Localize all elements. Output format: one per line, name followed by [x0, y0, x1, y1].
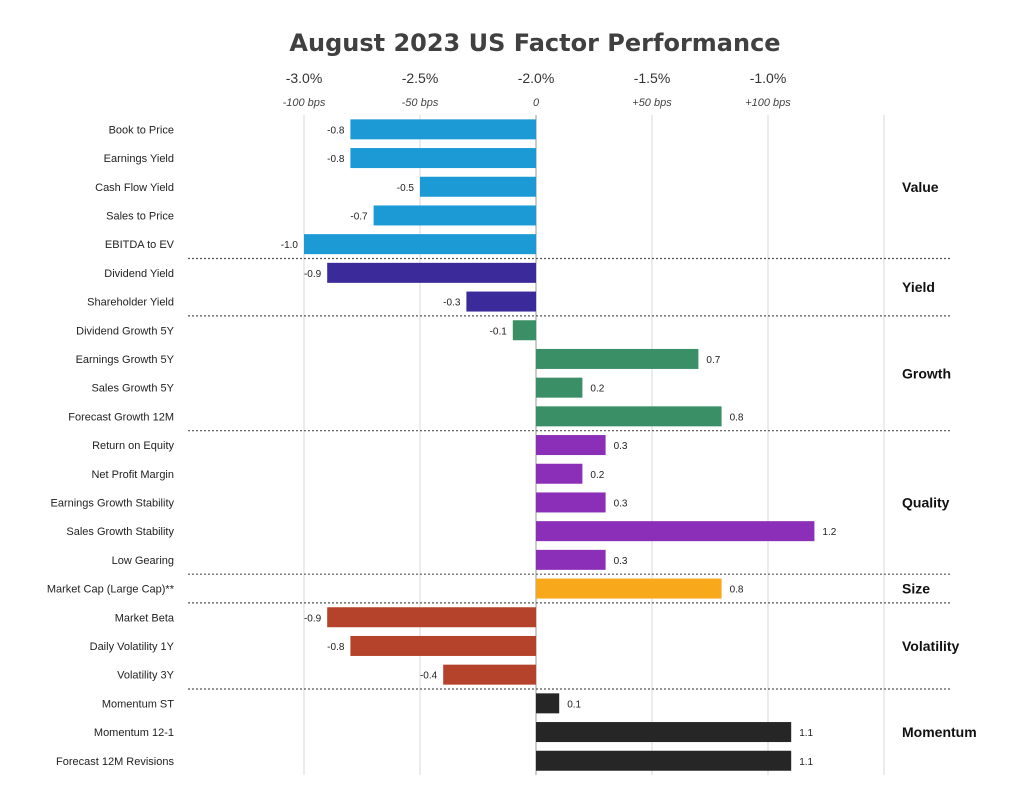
- bar-value-label: -0.3: [443, 298, 461, 309]
- bar: [327, 607, 536, 628]
- factor-label: Earnings Growth Stability: [51, 497, 175, 509]
- factor-label: Earnings Growth 5Y: [76, 354, 175, 366]
- group-label: Growth: [902, 365, 951, 381]
- bar-value-label: 0.3: [614, 498, 628, 509]
- bar: [350, 635, 536, 656]
- axis-tick-sublabel: +100 bps: [745, 97, 791, 109]
- bar-value-label: -0.9: [304, 613, 322, 624]
- factor-label: Return on Equity: [92, 440, 174, 452]
- bar: [512, 320, 536, 341]
- bar: [536, 348, 699, 369]
- bar-value-label: 0.1: [567, 699, 581, 710]
- axis-tick-label: -3.0%: [286, 70, 323, 86]
- bar-value-label: 0.7: [706, 355, 720, 366]
- chart-title: August 2023 US Factor Performance: [289, 29, 780, 57]
- bar-value-label: 0.3: [614, 556, 628, 567]
- bar: [536, 549, 606, 570]
- factor-label: Cash Flow Yield: [95, 182, 174, 194]
- group-label: Momentum: [902, 724, 977, 740]
- bar-value-label: -1.0: [281, 240, 299, 251]
- axis-tick-label: -2.5%: [402, 70, 439, 86]
- axis-tick-sublabel: +50 bps: [632, 97, 672, 109]
- bar: [466, 291, 536, 312]
- factor-label: Dividend Yield: [104, 268, 174, 280]
- bar: [373, 205, 536, 226]
- factor-label: Momentum ST: [102, 698, 174, 710]
- axis-tick-sublabel: 0: [533, 97, 540, 109]
- axis-tick-label: -1.5%: [634, 70, 671, 86]
- bar-value-label: -0.8: [327, 642, 345, 653]
- factor-label: Volatility 3Y: [117, 670, 175, 682]
- bar: [536, 377, 583, 398]
- group-label: Value: [902, 179, 939, 195]
- bar-value-label: -0.8: [327, 125, 345, 136]
- group-label: Quality: [902, 494, 950, 510]
- factor-label: Net Profit Margin: [91, 469, 174, 481]
- bar-value-label: 1.2: [822, 527, 836, 538]
- axis-tick-sublabel: -100 bps: [283, 97, 326, 109]
- factor-label: Market Cap (Large Cap)**: [47, 584, 175, 596]
- factor-label: Daily Volatility 1Y: [90, 641, 175, 653]
- factor-label: Forecast Growth 12M: [68, 411, 174, 423]
- factor-label: Shareholder Yield: [87, 297, 174, 309]
- bar-value-label: 0.8: [730, 412, 744, 423]
- bar: [350, 119, 536, 140]
- bar: [350, 148, 536, 169]
- bar-value-label: 0.2: [590, 470, 604, 481]
- bar-value-label: -0.5: [397, 183, 415, 194]
- group-label: Size: [902, 581, 930, 597]
- factor-label: Sales Growth Stability: [66, 526, 174, 538]
- bar: [536, 521, 815, 542]
- bar-value-label: 0.8: [730, 585, 744, 596]
- bar-value-label: 0.3: [614, 441, 628, 452]
- axis-tick-label: -2.0%: [518, 70, 555, 86]
- factor-label: Forecast 12M Revisions: [56, 756, 174, 768]
- factor-label: Book to Price: [109, 124, 174, 136]
- group-label: Yield: [902, 279, 935, 295]
- factor-label: Momentum 12-1: [94, 727, 174, 739]
- bar: [304, 234, 536, 255]
- factor-label: Sales to Price: [106, 210, 174, 222]
- bar: [443, 664, 536, 685]
- bar-value-label: 1.1: [799, 757, 813, 768]
- factor-label: Dividend Growth 5Y: [76, 325, 174, 337]
- factor-label: Earnings Yield: [104, 153, 174, 165]
- bar-value-label: -0.8: [327, 154, 345, 165]
- factor-label: Market Beta: [115, 612, 175, 624]
- bar: [536, 750, 792, 771]
- factor-label: Sales Growth 5Y: [91, 383, 174, 395]
- axis-tick-sublabel: -50 bps: [402, 97, 439, 109]
- factor-label: Low Gearing: [112, 555, 174, 567]
- bar: [536, 693, 560, 714]
- bar-value-label: 0.2: [590, 384, 604, 395]
- bar-value-label: 1.1: [799, 728, 813, 739]
- bar-value-label: -0.7: [350, 211, 368, 222]
- axis-tick-label: -1.0%: [750, 70, 787, 86]
- bar-value-label: -0.4: [420, 671, 438, 682]
- bar: [327, 262, 536, 283]
- bar-value-label: -0.1: [490, 326, 508, 337]
- bar: [536, 463, 583, 484]
- bar: [420, 176, 536, 197]
- bar: [536, 406, 722, 427]
- bar: [536, 435, 606, 456]
- factor-label: EBITDA to EV: [105, 239, 175, 251]
- bar-value-label: -0.9: [304, 269, 322, 280]
- bar: [536, 492, 606, 513]
- bar: [536, 578, 722, 599]
- group-label: Volatility: [902, 638, 960, 654]
- bar: [536, 722, 792, 743]
